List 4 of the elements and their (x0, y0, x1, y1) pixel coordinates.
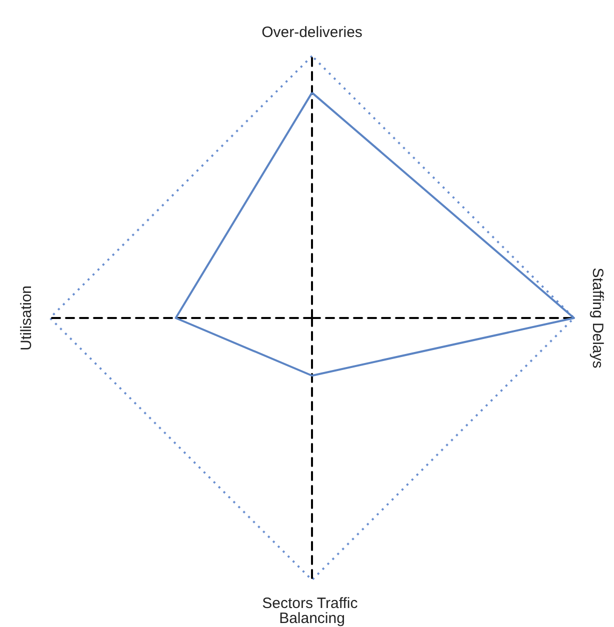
spoke-label: Sectors Traffic Balancing (262, 595, 362, 627)
spoke-label: Over-deliveries (262, 24, 362, 41)
spoke-label: Staffing Delays (589, 268, 606, 368)
spoke-label: Utilisation (18, 285, 35, 351)
